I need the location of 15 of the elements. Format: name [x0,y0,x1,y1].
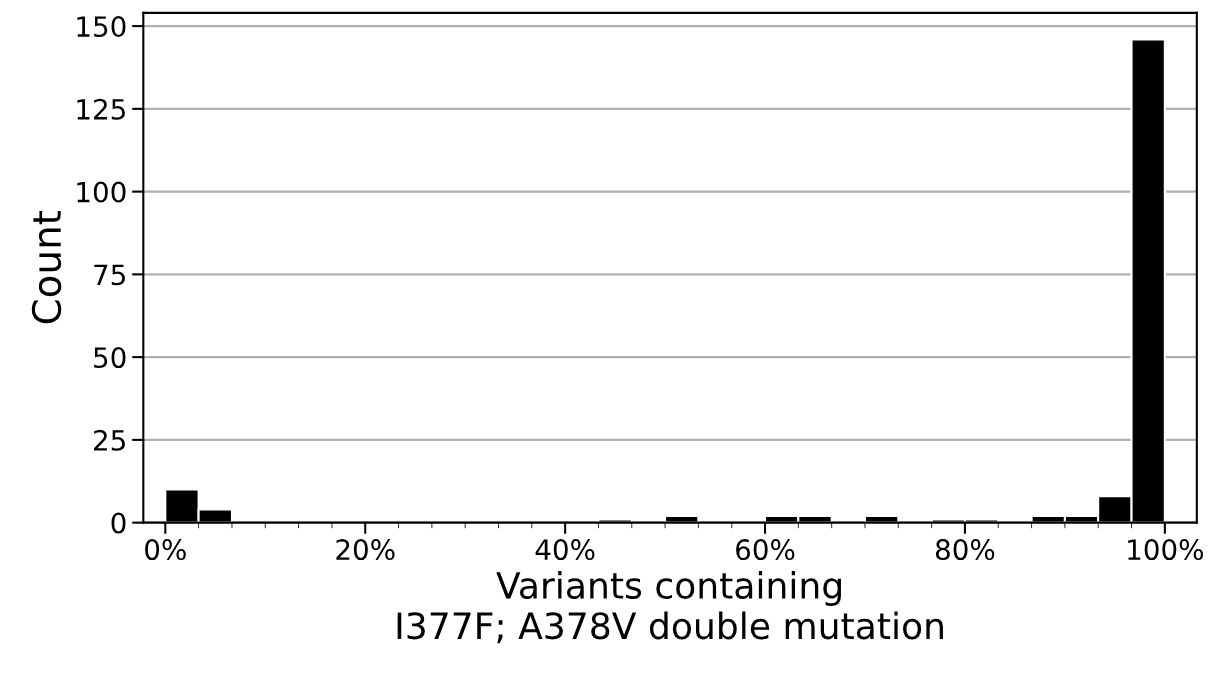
y-tick-label: 25 [94,429,125,451]
y-tick-label: 50 [94,347,126,369]
x-tick-label: 40% [535,539,595,561]
y-tick-label: 75 [94,264,125,286]
x-tick-label: 80% [935,539,995,561]
x-tick-label: 20% [336,539,395,561]
y-tick-label: 150 [77,16,126,38]
y-tick-label: 100 [77,181,126,203]
x-tick-label: 100% [1128,539,1204,561]
y-axis-title: Count [31,210,62,324]
x-axis-title: Variants containing I377F; A378V double mutation [397,571,943,644]
x-tick-label: 0% [145,539,186,561]
y-tick-label: 125 [77,98,125,120]
y-tick-label: 0 [111,512,126,534]
x-tick-label: 60% [736,539,795,561]
